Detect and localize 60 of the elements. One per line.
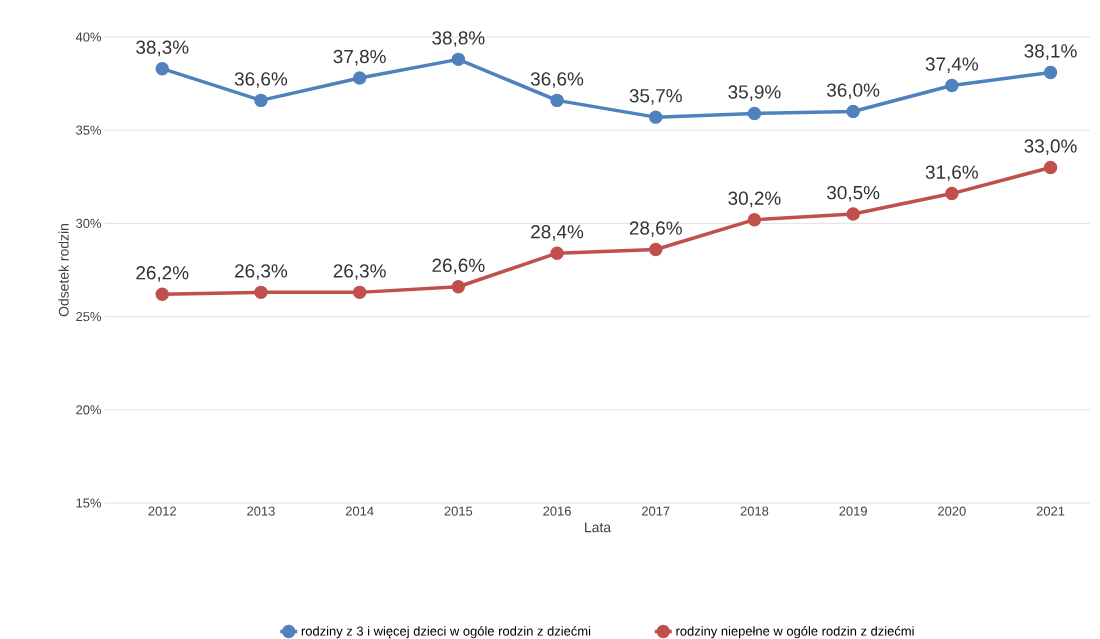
data-label: 28,6%	[629, 221, 682, 237]
point	[1043, 160, 1058, 175]
y-tick-label: 30%	[76, 218, 102, 228]
data-label: 26,6%	[432, 258, 485, 275]
data-label: 30,5%	[827, 185, 880, 202]
point	[550, 93, 564, 108]
legend-label: rodziny niepełne w ogóle rodzin z dziećmi	[676, 626, 914, 639]
point	[451, 52, 466, 67]
data-label: 36,0%	[827, 83, 880, 100]
data-label: 35,7%	[629, 88, 682, 105]
x-tick-label: 2018	[740, 506, 769, 516]
point	[155, 61, 169, 76]
x-tick-label: 2016	[543, 506, 571, 516]
data-label: 38,8%	[432, 31, 485, 47]
x-tick-label: 2020	[938, 506, 966, 516]
point	[550, 246, 564, 260]
point	[649, 110, 663, 124]
data-label: 26,3%	[333, 264, 386, 280]
x-tick-label: 2019	[839, 506, 867, 516]
data-label: 36,6%	[530, 72, 584, 88]
data-label: 28,4%	[531, 225, 584, 241]
point	[352, 285, 367, 300]
x-axis-title: Lata	[585, 522, 612, 533]
y-tick-label: 40%	[75, 32, 102, 42]
data-label: 30,2%	[728, 191, 781, 208]
data-label: 33,0%	[1024, 139, 1077, 155]
point	[945, 186, 959, 201]
data-label: 36,6%	[234, 72, 288, 88]
x-tick-label: 2013	[247, 506, 275, 516]
point	[846, 207, 860, 221]
point	[155, 287, 169, 301]
point	[352, 71, 367, 85]
point	[451, 280, 466, 294]
data-label: 37,4%	[925, 57, 978, 73]
y-axis-title: Odsetek rodzin	[58, 224, 69, 317]
x-tick-label: 2015	[444, 506, 473, 516]
data-label: 35,9%	[728, 85, 781, 101]
data-label: 26,2%	[136, 266, 189, 282]
point	[945, 78, 959, 93]
x-tick-label: 2021	[1036, 506, 1065, 516]
y-tick-label: 35%	[76, 125, 102, 135]
data-label: 38,1%	[1024, 44, 1077, 60]
point	[254, 285, 268, 300]
y-tick-label: 20%	[76, 405, 102, 415]
legend-label: rodziny z 3 i więcej dzieci w ogóle rodzin z dziećmi	[301, 626, 591, 639]
point	[254, 93, 268, 108]
data-label: 26,3%	[235, 264, 288, 280]
data-label: 37,8%	[333, 49, 386, 66]
x-tick-label: 2017	[641, 506, 670, 516]
data-label: 31,6%	[925, 165, 978, 182]
y-tick-label: 15%	[76, 498, 102, 508]
point	[846, 104, 860, 119]
y-tick-label: 25%	[76, 312, 102, 322]
x-tick-label: 2014	[345, 506, 374, 516]
point	[747, 106, 762, 121]
point	[1043, 65, 1058, 80]
point	[747, 212, 762, 227]
data-label: 38,3%	[136, 40, 189, 57]
x-tick-label: 2012	[148, 506, 176, 516]
point	[649, 242, 663, 257]
